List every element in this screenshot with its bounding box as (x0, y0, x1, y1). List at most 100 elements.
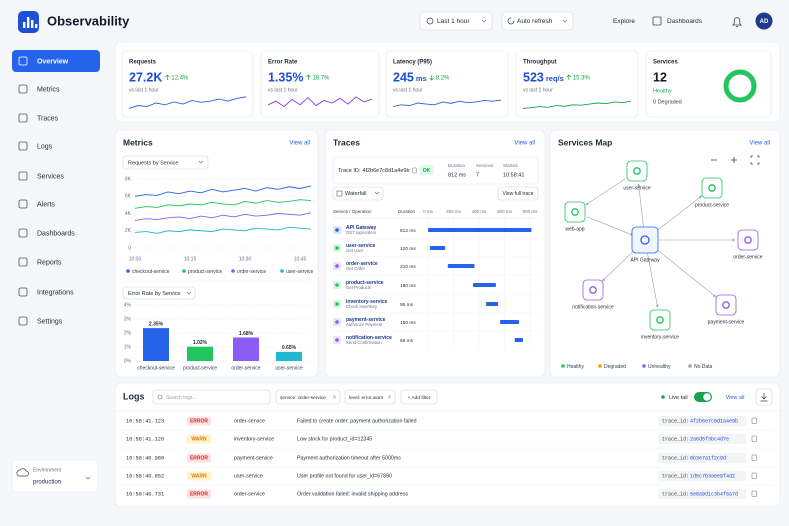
fit-view[interactable] (750, 155, 760, 165)
remove-icon[interactable] (387, 395, 392, 399)
nav-item[interactable]: Integrations (37, 289, 74, 296)
change-arrow (165, 74, 170, 80)
legend-label: user-service (286, 269, 313, 275)
time-range-dropdown[interactable] (419, 11, 493, 31)
edge (602, 248, 636, 282)
add-filter[interactable]: + Add filter (408, 395, 431, 401)
nav-link[interactable]: Explore (613, 18, 635, 25)
log-message: Low stock for product_id=12345 (297, 436, 372, 442)
logo-bar (35, 24, 38, 28)
nav-item[interactable]: Settings (37, 318, 63, 325)
trace-label: trace_id: (662, 436, 689, 442)
nav-item[interactable]: Logs (37, 143, 53, 150)
service-node[interactable] (631, 226, 659, 254)
log-trace-id[interactable]: 4f2b6e7c8d1a4e9b (690, 418, 738, 424)
dropdown[interactable] (332, 186, 384, 201)
service-icon-dot (335, 302, 339, 306)
copy-icon[interactable] (751, 472, 757, 479)
view-all[interactable]: View all (749, 141, 770, 147)
log-trace-id[interactable]: 1d5c7b3a6e9f4d2 (690, 473, 735, 479)
service-node[interactable] (564, 201, 586, 223)
summary-value: 10:58:41 (503, 172, 524, 178)
view-full-trace[interactable]: View full trace (502, 191, 533, 197)
nav-item[interactable]: Services (37, 173, 64, 180)
log-trace-id[interactable]: 2a6d5f3bc4d7e (690, 436, 729, 442)
trace-chip (658, 471, 746, 481)
x-tick-label: 200 ms (446, 209, 462, 214)
log-trace-id[interactable]: 8b3e7a1f2c9d (690, 455, 726, 461)
copy-icon (412, 167, 417, 174)
panel-title: Metrics (123, 137, 153, 147)
copy-icon[interactable] (751, 417, 757, 424)
dropdown-label[interactable]: Error Rate by Service (128, 291, 181, 297)
span-operation: Check Inventory (346, 304, 378, 309)
nav-item[interactable]: Reports (37, 259, 62, 266)
waterfall-icon (336, 190, 343, 197)
x-tick-label: 10:15 (184, 256, 197, 262)
logo-bar (23, 22, 26, 28)
auto-refresh-dropdown[interactable] (501, 11, 574, 31)
node-icon (589, 286, 597, 294)
service-node[interactable] (582, 279, 604, 301)
log-service: order-service (234, 418, 265, 424)
environment-label: Environment (33, 467, 62, 473)
environment: production (33, 480, 61, 486)
service-node[interactable] (737, 229, 759, 251)
view-all[interactable]: View all (289, 141, 310, 147)
log-level: ERROR (190, 456, 208, 462)
button[interactable] (497, 186, 539, 201)
edge (585, 177, 627, 206)
trace-chip (658, 416, 746, 426)
data-label: 2.35% (149, 321, 164, 327)
nav-icon (18, 141, 28, 151)
span-bar (500, 320, 520, 324)
time-range[interactable]: Last 1 hour (437, 18, 470, 25)
nav-item[interactable]: Overview (37, 58, 69, 65)
filter-chip[interactable] (275, 389, 341, 405)
dropdown-label[interactable]: Waterfall (345, 191, 367, 197)
node-label: inventory-service (641, 334, 679, 340)
log-trace-id[interactable]: 5e8a9d1c3b4f6a7d (690, 491, 738, 497)
search-placeholder[interactable]: Search logs... (166, 395, 197, 401)
service-node[interactable] (701, 177, 723, 199)
nav-item[interactable]: Metrics (37, 86, 60, 93)
summary-label: Duration (448, 163, 466, 168)
node-label: payment-service (708, 319, 745, 325)
nav-icon (18, 287, 28, 297)
dropdown[interactable] (122, 155, 209, 170)
copy-icon[interactable] (751, 454, 757, 461)
search-box[interactable] (152, 389, 271, 405)
x-tick-label: 600 ms (497, 209, 513, 214)
add-filter-button[interactable] (400, 389, 438, 405)
donut-arc (723, 69, 757, 103)
dropdown[interactable] (122, 286, 196, 300)
remove-icon[interactable] (332, 395, 337, 399)
kpi-title: Requests (129, 60, 157, 66)
service-node[interactable] (649, 309, 671, 331)
environment-selector[interactable] (11, 459, 99, 493)
copy-icon[interactable] (751, 490, 757, 497)
service-node[interactable] (626, 160, 648, 182)
nav-item-active[interactable] (12, 50, 100, 72)
nav-item[interactable]: Dashboards (37, 230, 75, 237)
span-operation: Send Confirmation (346, 340, 382, 345)
x-tick-label: checkout-service (137, 365, 175, 371)
bell-icon[interactable] (732, 17, 742, 27)
auto-refresh[interactable]: Auto refresh (517, 18, 553, 25)
view-all[interactable]: View all (514, 141, 535, 147)
view-all[interactable]: View all (726, 395, 745, 401)
copy-icon[interactable] (751, 435, 757, 442)
nav-item[interactable]: Alerts (37, 201, 55, 208)
dropdown-label[interactable]: Requests by Service (128, 160, 178, 166)
nav-item[interactable]: Traces (37, 115, 59, 122)
y-tick-label: 8K (125, 176, 132, 182)
nav-link[interactable]: Dashboards (667, 18, 703, 25)
avatar[interactable] (755, 12, 773, 30)
trace-chip (658, 453, 746, 463)
filter-chip[interactable] (344, 389, 396, 405)
zoom-in[interactable] (731, 157, 737, 163)
log-message: Order validation failed: invalid shippin… (297, 491, 408, 497)
service-node[interactable] (715, 294, 737, 316)
legend-dot (231, 269, 235, 273)
y-tick-label: 2K (125, 228, 132, 234)
